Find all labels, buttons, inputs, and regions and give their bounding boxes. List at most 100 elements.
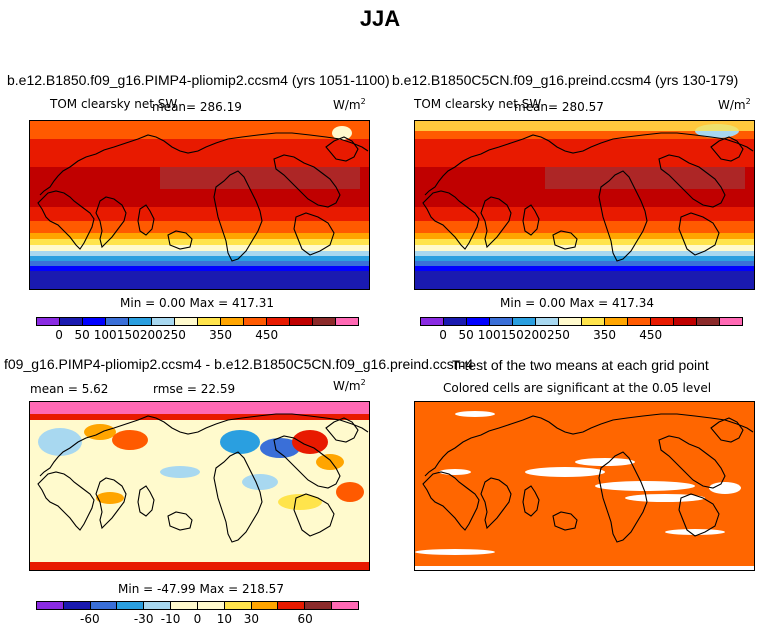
colorbar-tick-label: 50 xyxy=(458,328,474,342)
colorbar-swatch xyxy=(244,318,267,325)
field-patch xyxy=(38,428,82,456)
colorbar-tick-label: 30 xyxy=(243,612,259,626)
field-patch xyxy=(160,167,360,189)
coastline xyxy=(522,204,540,236)
colorbar-tick-label: 0 xyxy=(439,328,447,342)
field-band xyxy=(415,233,754,239)
colorbar-swatch xyxy=(198,318,221,325)
colorbar-swatch xyxy=(628,318,651,325)
coastline xyxy=(658,435,726,489)
colorbar-swatch xyxy=(83,318,106,325)
field-patch xyxy=(545,167,745,189)
panel1-units: W/m2 xyxy=(333,97,366,112)
colorbar-swatch xyxy=(129,318,152,325)
panel2-mean: mean= 280.57 xyxy=(514,100,604,114)
panel2-minmax: Min = 0.00 Max = 417.34 xyxy=(500,296,654,310)
colorbar-swatch xyxy=(513,318,536,325)
coastline xyxy=(95,477,127,530)
coastline xyxy=(325,417,359,443)
colorbar-tick-label: 150 xyxy=(116,328,140,342)
panel2-map xyxy=(414,120,755,290)
panel2-field xyxy=(415,121,754,289)
coastline xyxy=(213,451,263,543)
colorbar-swatch xyxy=(37,318,60,325)
colorbar-swatch xyxy=(290,318,313,325)
coastline xyxy=(422,190,480,250)
field-patch xyxy=(278,494,322,510)
coastline xyxy=(522,485,540,517)
field-band xyxy=(415,207,754,221)
coastline xyxy=(424,132,754,196)
coastline xyxy=(424,413,754,477)
field-band xyxy=(30,245,369,251)
coastline xyxy=(598,451,648,543)
field-band xyxy=(30,207,369,221)
colorbar-swatch xyxy=(536,318,559,325)
coastline xyxy=(95,196,127,249)
field-band xyxy=(415,261,754,266)
colorbar-swatch xyxy=(90,602,118,609)
field-patch xyxy=(415,121,754,131)
field-patch xyxy=(316,454,344,470)
colorbar-swatch xyxy=(60,318,83,325)
field-patch xyxy=(96,492,124,504)
colorbar-swatch xyxy=(582,318,605,325)
colorbar-swatch xyxy=(63,602,91,609)
field-band xyxy=(415,139,754,167)
field-band xyxy=(30,414,369,420)
colorbar-tick-label: -10 xyxy=(160,612,181,626)
colorbar-swatch xyxy=(332,602,358,609)
coastline xyxy=(167,511,193,531)
colorbar-tick-label: 450 xyxy=(255,328,279,342)
colorbar-tick-label: 450 xyxy=(639,328,663,342)
field-band xyxy=(415,256,754,261)
colorbar-swatch xyxy=(224,602,252,609)
coastline xyxy=(273,435,341,489)
field-band xyxy=(30,221,369,233)
field-band xyxy=(415,271,754,289)
panel4-map xyxy=(414,401,755,571)
field-band xyxy=(30,261,369,266)
colorbar-tick-label: 250 xyxy=(162,328,186,342)
panel4-field xyxy=(415,402,754,570)
panel1-variable: TOM clearsky net SW xyxy=(50,97,178,111)
colorbar-swatch xyxy=(37,602,64,609)
colorbar-swatch xyxy=(467,318,490,325)
colorbar-tick-label: 0 xyxy=(193,612,202,626)
field-band xyxy=(30,233,369,239)
panel1-colorbar xyxy=(36,317,359,326)
field-band xyxy=(415,402,754,570)
field-band xyxy=(415,221,754,233)
panel4-title: T-test of the two means at each grid poi… xyxy=(452,357,709,373)
panel2-units: W/m2 xyxy=(718,97,751,112)
coastline xyxy=(552,511,578,531)
colorbar-swatch xyxy=(651,318,674,325)
colorbar-swatch xyxy=(251,602,279,609)
coastline xyxy=(480,477,512,530)
panel3-field xyxy=(30,402,369,570)
field-band xyxy=(415,239,754,245)
panel3-mean: mean = 5.62 xyxy=(30,382,109,396)
field-patch xyxy=(292,430,328,454)
panel3-colorbar xyxy=(36,601,359,610)
colorbar-swatch xyxy=(175,318,198,325)
insignificant-region xyxy=(709,482,741,494)
colorbar-tick-label: 350 xyxy=(593,328,617,342)
coastline xyxy=(710,136,744,162)
colorbar-tick-label: 100 xyxy=(477,328,501,342)
insignificant-region xyxy=(575,458,635,466)
colorbar-tick-label: 0 xyxy=(55,328,63,342)
panel3-rmse: rmse = 22.59 xyxy=(153,382,236,396)
coastline xyxy=(37,471,95,531)
page-title: JJA xyxy=(359,6,401,31)
field-band xyxy=(30,139,369,167)
field-band xyxy=(415,245,754,251)
insignificant-region xyxy=(439,469,471,475)
colorbar-tick-label: 50 xyxy=(74,328,90,342)
colorbar-swatch xyxy=(267,318,290,325)
colorbar-tick-label: 200 xyxy=(523,328,547,342)
field-band xyxy=(415,566,754,570)
panel2-colorbar xyxy=(420,317,743,326)
coastline xyxy=(137,485,155,517)
coastline xyxy=(552,230,578,250)
